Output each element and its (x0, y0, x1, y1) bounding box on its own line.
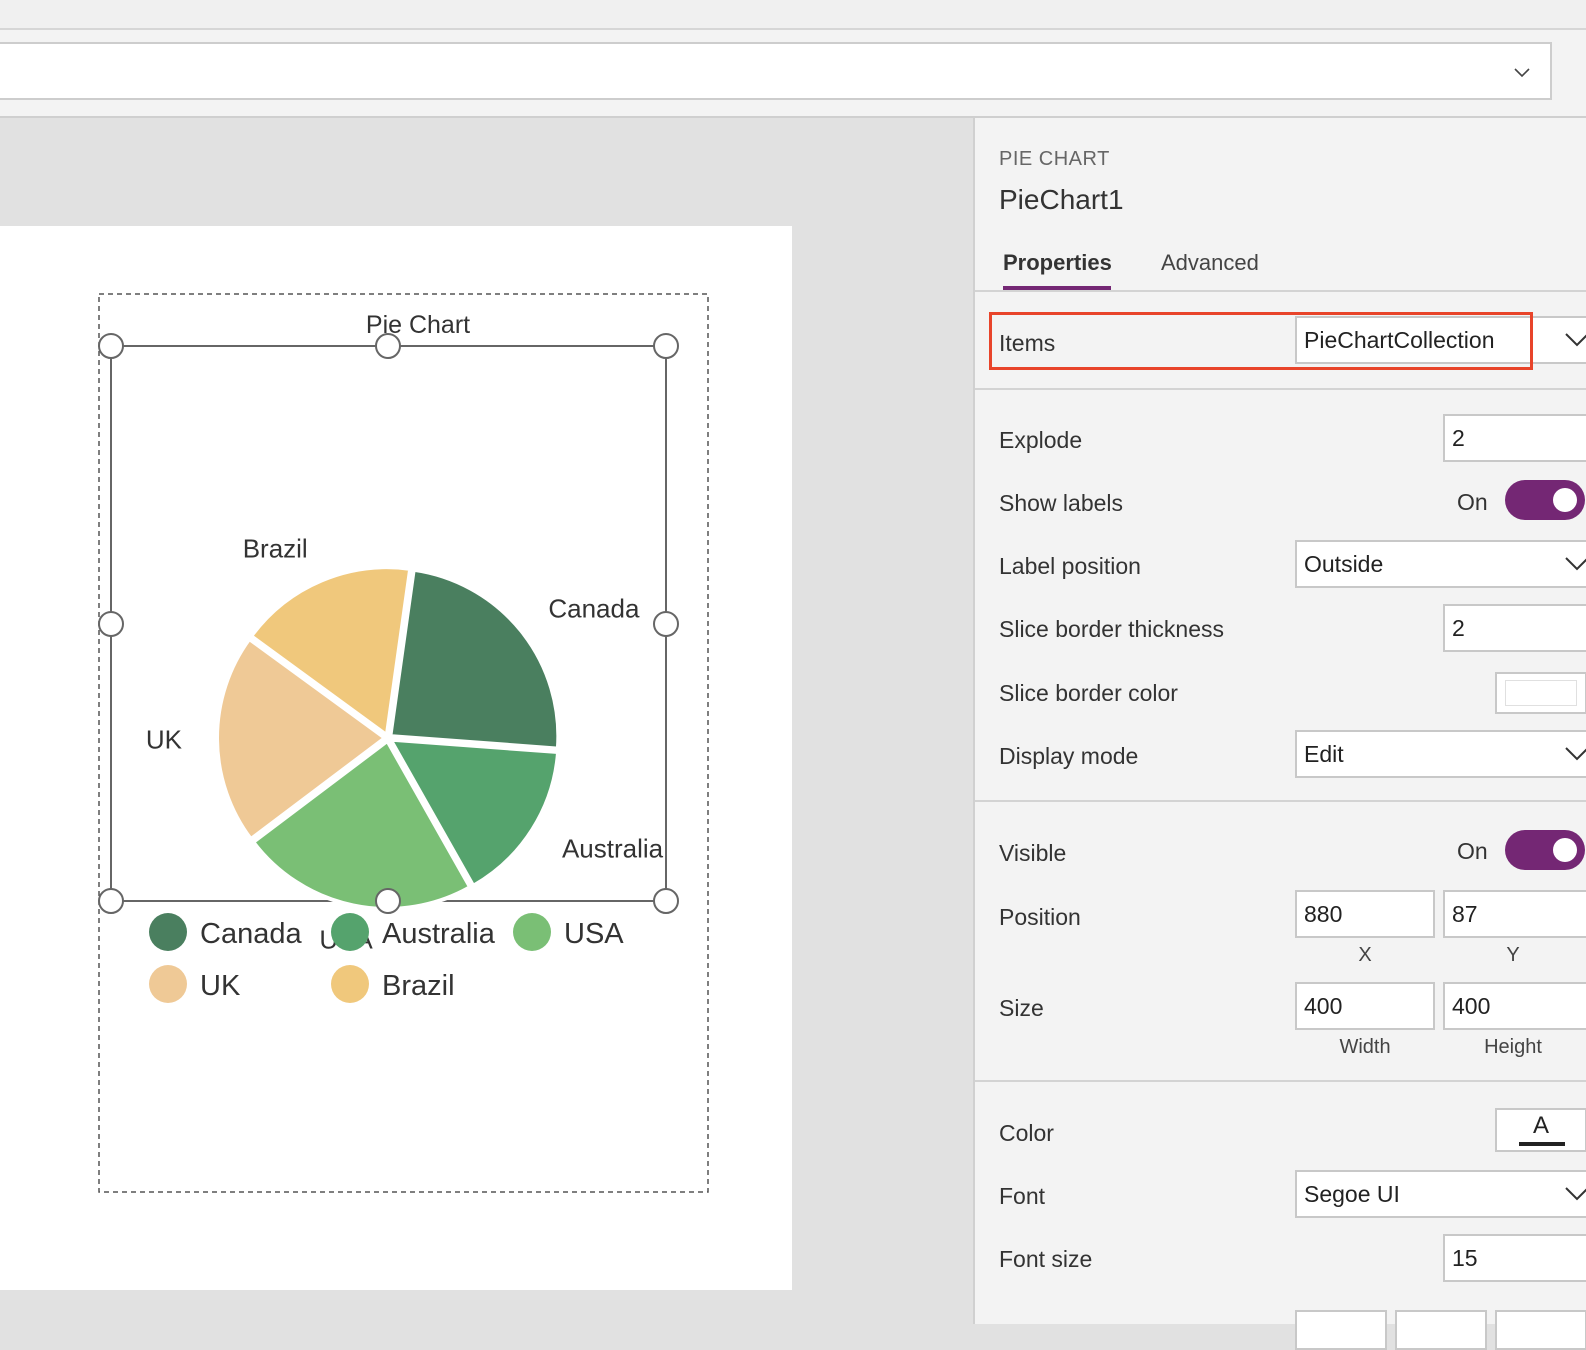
label-position-dropdown[interactable]: Outside (1295, 540, 1586, 588)
chevron-down-icon[interactable] (1565, 747, 1586, 761)
text-align-button[interactable] (1495, 1310, 1586, 1350)
legend-label-uk: UK (200, 970, 241, 1002)
slice-border-thickness-input[interactable]: 2 (1443, 604, 1586, 652)
resize-handle[interactable] (653, 611, 679, 637)
chevron-down-icon[interactable] (1565, 1187, 1586, 1201)
items-value: PieChartCollection (1304, 326, 1495, 353)
pie-slice-brazil[interactable] (248, 565, 413, 739)
chevron-down-icon[interactable] (1565, 333, 1586, 347)
properties-panel: PIE CHART PieChart1 Properties Advanced … (973, 118, 1586, 1350)
pie-slice-usa[interactable] (250, 737, 473, 911)
resize-handle[interactable] (653, 888, 679, 914)
items-dropdown[interactable]: PieChartCollection (1295, 316, 1586, 364)
position-x-value: 880 (1304, 900, 1343, 927)
display-mode-dropdown[interactable]: Edit (1295, 730, 1586, 778)
formula-input[interactable] (0, 42, 1552, 100)
position-x-input[interactable]: 880 (1295, 890, 1435, 938)
control-name[interactable]: PieChart1 (999, 184, 1124, 215)
legend-swatch-canada (149, 913, 187, 951)
selection-outline (98, 293, 709, 1193)
visible-state: On (1457, 838, 1488, 864)
resize-handle[interactable] (98, 611, 124, 637)
divider (975, 1080, 1586, 1082)
slice-label-australia: Australia (562, 833, 664, 863)
font-style-button[interactable] (1395, 1310, 1487, 1350)
tab-advanced[interactable]: Advanced (1161, 250, 1259, 275)
formula-bar (0, 30, 1586, 118)
legend-swatch-uk (149, 965, 187, 1003)
pie-slice-canada[interactable] (388, 567, 561, 751)
font-dropdown[interactable]: Segoe UI (1295, 1170, 1586, 1218)
explode-label: Explode (999, 427, 1083, 453)
legend-label-australia: Australia (382, 918, 496, 950)
control-type-label: PIE CHART (999, 148, 1110, 170)
slice-border-color-label: Slice border color (999, 680, 1178, 706)
slice-border-thickness-label: Slice border thickness (999, 616, 1224, 642)
pie-slice-uk[interactable] (215, 636, 389, 842)
resize-handle[interactable] (98, 888, 124, 914)
display-mode-label: Display mode (999, 743, 1139, 769)
chevron-down-icon[interactable] (1565, 557, 1586, 571)
size-label: Size (999, 995, 1044, 1021)
active-tab-indicator (1003, 286, 1111, 291)
legend-label-brazil: Brazil (382, 970, 455, 1002)
label-position-label: Label position (999, 553, 1141, 579)
size-height-caption: Height (1484, 1036, 1542, 1058)
slice-label-uk: UK (146, 725, 183, 755)
pie-slice-australia[interactable] (386, 737, 561, 889)
items-highlight-box (989, 312, 1533, 370)
legend-swatch-brazil (331, 965, 369, 1003)
size-height-value: 400 (1452, 992, 1491, 1019)
divider (975, 290, 1586, 292)
position-y-caption: Y (1506, 944, 1520, 966)
chevron-down-icon[interactable] (1512, 62, 1532, 82)
position-y-value: 87 (1452, 900, 1478, 927)
items-label: Items (999, 330, 1056, 356)
size-width-value: 400 (1304, 992, 1343, 1019)
slice-label-canada: Canada (548, 594, 640, 624)
font-value: Segoe UI (1304, 1180, 1400, 1207)
resize-handle[interactable] (375, 888, 401, 914)
show-labels-label: Show labels (999, 490, 1124, 516)
position-y-input[interactable]: 87 (1443, 890, 1586, 938)
legend-swatch-australia (331, 913, 369, 951)
divider (975, 388, 1586, 390)
position-label: Position (999, 904, 1081, 930)
explode-value: 2 (1452, 424, 1465, 451)
text-color-button[interactable]: A (1495, 1108, 1586, 1152)
top-toolbar-strip (0, 0, 1586, 30)
size-height-input[interactable]: 400 (1443, 982, 1586, 1030)
slice-label-brazil: Brazil (243, 533, 308, 563)
label-position-value: Outside (1304, 550, 1384, 577)
resize-handle[interactable] (653, 333, 679, 359)
resize-handle[interactable] (375, 333, 401, 359)
divider (975, 800, 1586, 802)
font-size-input[interactable]: 15 (1443, 1234, 1586, 1282)
legend-swatch-usa (513, 913, 551, 951)
font-size-value: 15 (1452, 1244, 1478, 1271)
legend-label-usa: USA (564, 918, 624, 950)
slice-border-color-swatch[interactable] (1495, 672, 1586, 714)
legend-label-canada: Canada (200, 918, 302, 950)
visible-toggle[interactable] (1505, 830, 1585, 870)
font-color-icon: A (1532, 1112, 1549, 1139)
font-size-label: Font size (999, 1246, 1093, 1272)
tab-properties[interactable]: Properties (1003, 250, 1112, 275)
visible-label: Visible (999, 840, 1067, 866)
resize-handle[interactable] (98, 333, 124, 359)
position-x-caption: X (1358, 944, 1372, 966)
size-width-input[interactable]: 400 (1295, 982, 1435, 1030)
slice-border-thickness-value: 2 (1452, 614, 1465, 641)
font-weight-button[interactable] (1295, 1310, 1387, 1350)
explode-input[interactable]: 2 (1443, 414, 1586, 462)
color-label: Color (999, 1120, 1054, 1146)
show-labels-state: On (1457, 489, 1488, 515)
display-mode-value: Edit (1304, 740, 1344, 767)
show-labels-toggle[interactable] (1505, 480, 1585, 520)
size-width-caption: Width (1339, 1036, 1391, 1058)
font-label: Font (999, 1183, 1046, 1209)
